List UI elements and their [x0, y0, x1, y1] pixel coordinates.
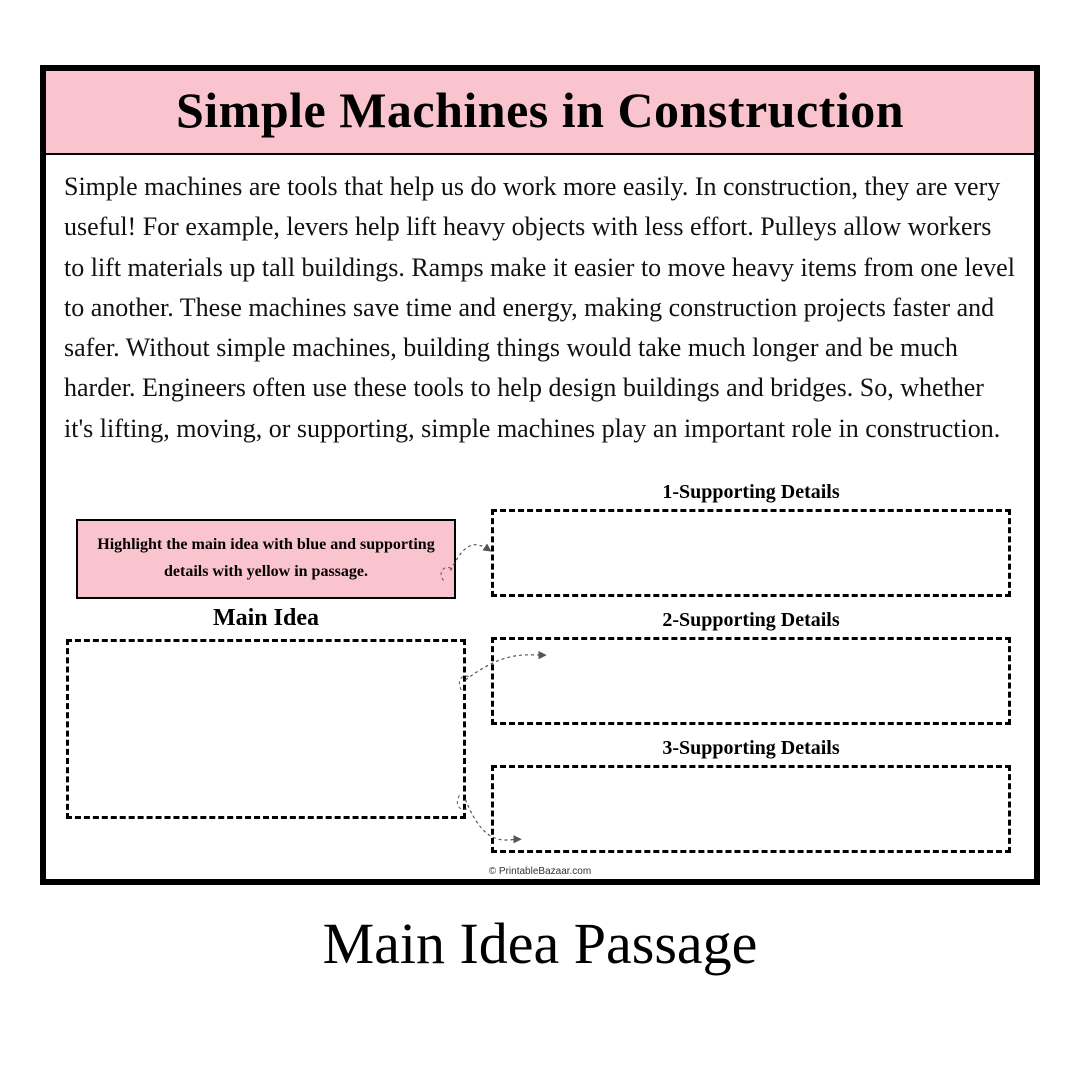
- page: Simple Machines in Construction Simple m…: [0, 0, 1080, 1080]
- supporting-detail-1-label: 1-Supporting Details: [491, 481, 1011, 504]
- page-caption: Main Idea Passage: [0, 910, 1080, 977]
- passage-text: Simple machines are tools that help us d…: [46, 155, 1034, 449]
- graphic-organizer: Highlight the main idea with blue and su…: [46, 481, 1034, 879]
- title-bar: Simple Machines in Construction: [46, 71, 1034, 155]
- worksheet-title: Simple Machines in Construction: [46, 81, 1034, 139]
- supporting-detail-3-box[interactable]: [491, 765, 1011, 853]
- supporting-detail-1-box[interactable]: [491, 509, 1011, 597]
- main-idea-label: Main Idea: [76, 605, 456, 632]
- supporting-detail-2-box[interactable]: [491, 637, 1011, 725]
- supporting-detail-3-label: 3-Supporting Details: [491, 737, 1011, 760]
- supporting-detail-2-label: 2-Supporting Details: [491, 609, 1011, 632]
- main-idea-box[interactable]: [66, 639, 466, 819]
- worksheet-frame: Simple Machines in Construction Simple m…: [40, 65, 1040, 885]
- credit-text: © PrintableBazaar.com: [46, 866, 1034, 877]
- instruction-box: Highlight the main idea with blue and su…: [76, 519, 456, 599]
